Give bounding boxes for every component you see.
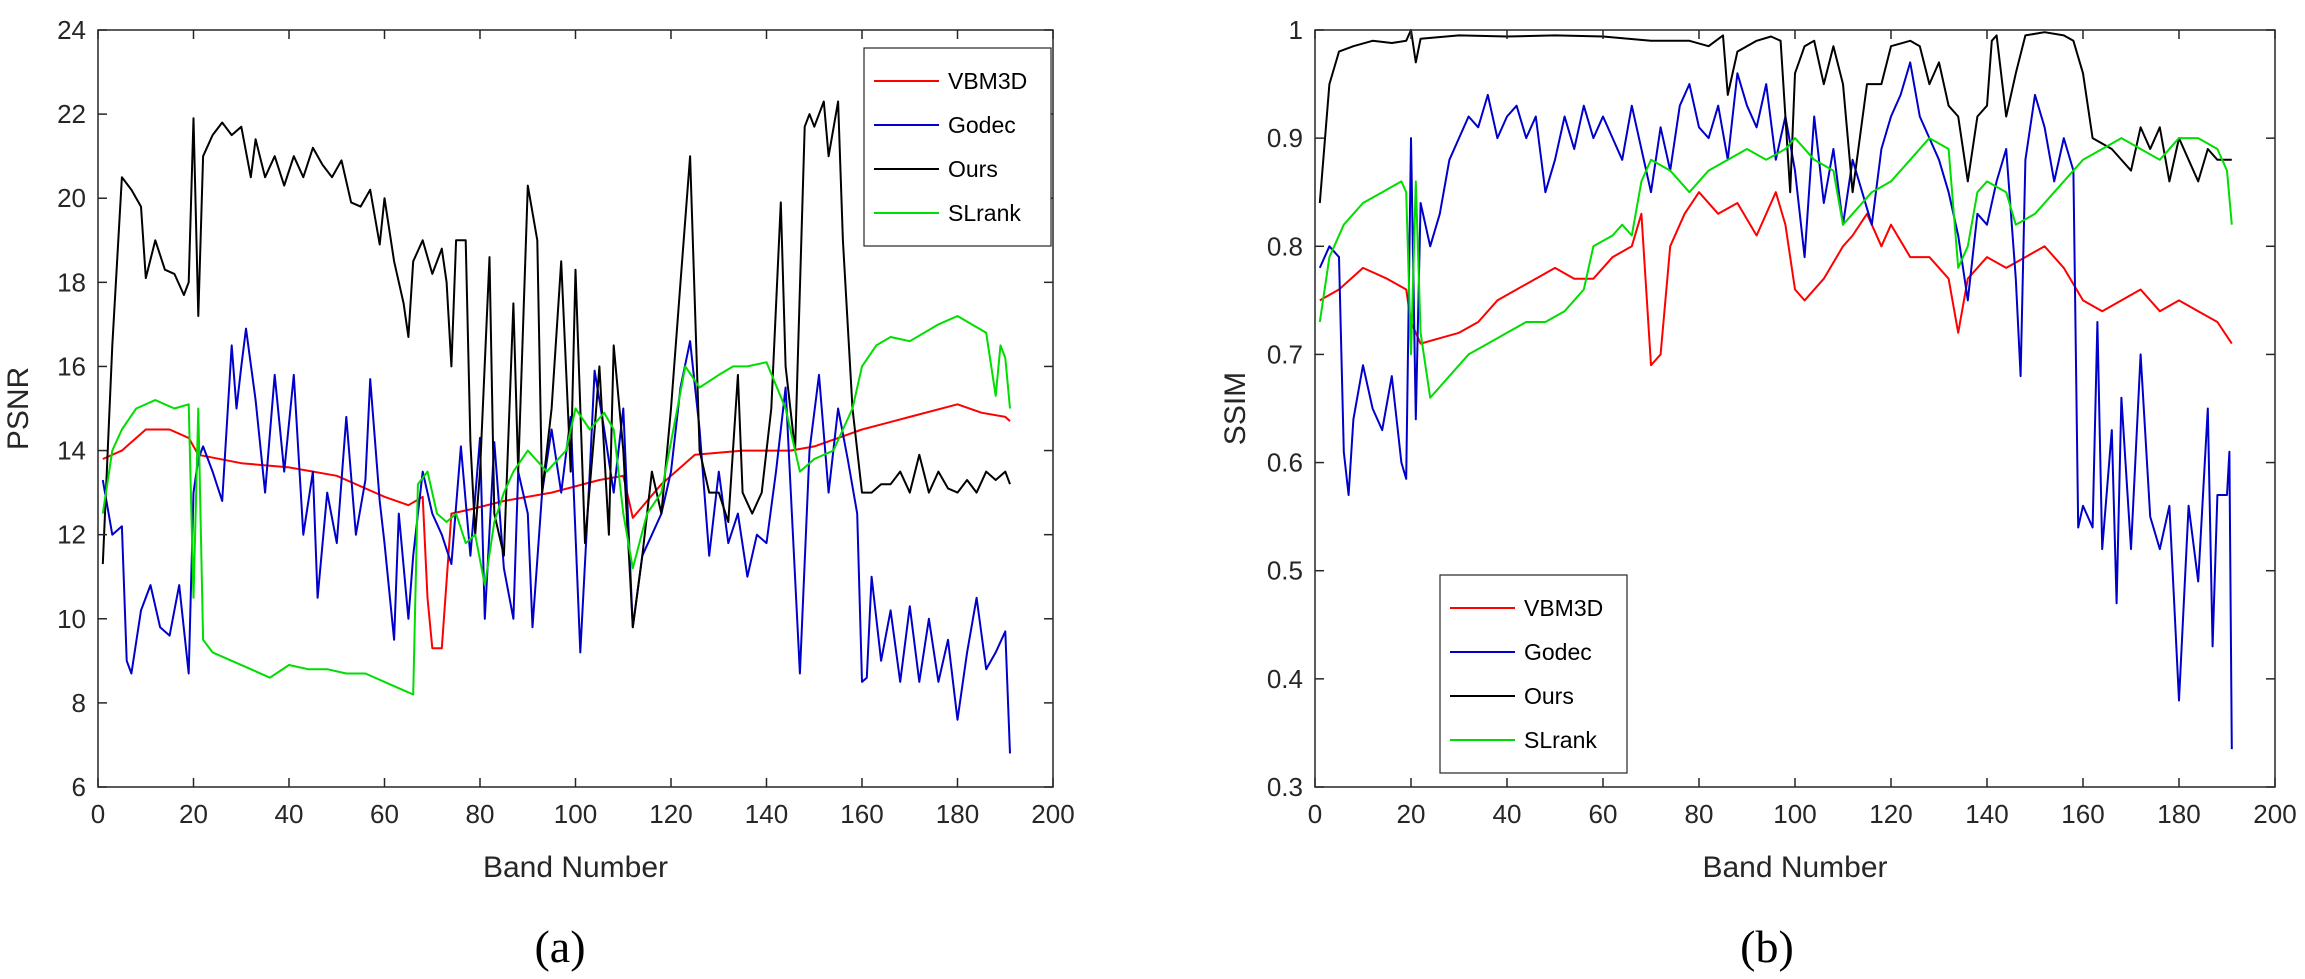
x-tick-label: 0 (1308, 799, 1322, 829)
y-tick-label: 0.6 (1267, 448, 1303, 478)
y-axis-label: PSNR (2, 367, 35, 450)
series-line-godec (101, 327, 1011, 754)
series-line-slrank (101, 315, 1011, 696)
legend-label-godec: Godec (1524, 639, 1592, 665)
y-tick-label: 0.7 (1267, 339, 1303, 369)
y-tick-label: 6 (72, 772, 86, 802)
x-tick-label: 40 (1493, 799, 1522, 829)
y-tick-label: 20 (57, 183, 86, 213)
y-tick-label: 16 (57, 351, 86, 381)
y-tick-label: 18 (57, 267, 86, 297)
y-tick-label: 14 (57, 436, 86, 466)
x-tick-label: 20 (179, 799, 208, 829)
y-axis-label: SSIM (1219, 372, 1252, 445)
chart-ssim: 0 20 40 60 80 100 120 140 160 180 200 0.3 0.4 0.5 0.6 0… (1219, 15, 2297, 972)
series-line-slrank (1318, 137, 2233, 399)
x-tick-label: 180 (936, 799, 979, 829)
series-line-ours (1318, 29, 2232, 204)
y-tick-label: 8 (72, 688, 86, 718)
x-tick-label: 160 (2061, 799, 2104, 829)
legend-label-slrank: SLrank (948, 200, 1021, 226)
x-tick-label: 140 (1965, 799, 2008, 829)
x-tick-label: 20 (1397, 799, 1426, 829)
legend-label-slrank: SLrank (1524, 727, 1597, 753)
x-tick-label: 120 (1869, 799, 1912, 829)
y-tick-label: 0.8 (1267, 231, 1303, 261)
y-tick-label: 0.9 (1267, 123, 1303, 153)
x-tick-label: 100 (554, 799, 597, 829)
series-line-ours (101, 100, 1011, 629)
legend-label-godec: Godec (948, 112, 1016, 138)
y-tick-label: 0.4 (1267, 664, 1303, 694)
legend-label-vbm3d: VBM3D (1524, 595, 1603, 621)
x-axis-label: Band Number (1702, 851, 1887, 884)
legend-label-ours: Ours (1524, 683, 1574, 709)
y-tick-label: 1 (1289, 15, 1303, 45)
chart-psnr: 0 20 40 60 80 100 120 140 160 180 200 6 8 10 12 14 16 18 2… (2, 15, 1075, 972)
x-tick-label: 200 (1031, 799, 1074, 829)
x-tick-label: 80 (1685, 799, 1714, 829)
y-tick-label: 10 (57, 604, 86, 634)
legend-label-ours: Ours (948, 156, 998, 182)
x-tick-label: 180 (2157, 799, 2200, 829)
series-line-vbm3d (1319, 191, 2233, 367)
panel-label: (b) (1740, 921, 1794, 972)
panel-label: (a) (534, 921, 585, 972)
x-tick-label: 60 (1589, 799, 1618, 829)
x-tick-label: 40 (275, 799, 304, 829)
x-tick-label: 100 (1773, 799, 1816, 829)
x-tick-label: 140 (745, 799, 788, 829)
y-tick-label: 0.5 (1267, 556, 1303, 586)
legend: VBM3D Godec Ours SLrank (1439, 574, 1628, 774)
x-axis-label: Band Number (483, 851, 668, 884)
x-tick-label: 160 (840, 799, 883, 829)
x-tick-label: 60 (370, 799, 399, 829)
x-tick-label: 0 (91, 799, 105, 829)
x-tick-label: 80 (466, 799, 495, 829)
legend-label-vbm3d: VBM3D (948, 68, 1027, 94)
y-tick-label: 24 (57, 15, 86, 45)
y-tick-label: 22 (57, 99, 86, 129)
legend: VBM3D Godec Ours SLrank (863, 47, 1052, 247)
x-tick-label: 200 (2253, 799, 2296, 829)
x-tick-label: 120 (649, 799, 692, 829)
y-tick-label: 12 (57, 520, 86, 550)
y-tick-label: 0.3 (1267, 772, 1303, 802)
